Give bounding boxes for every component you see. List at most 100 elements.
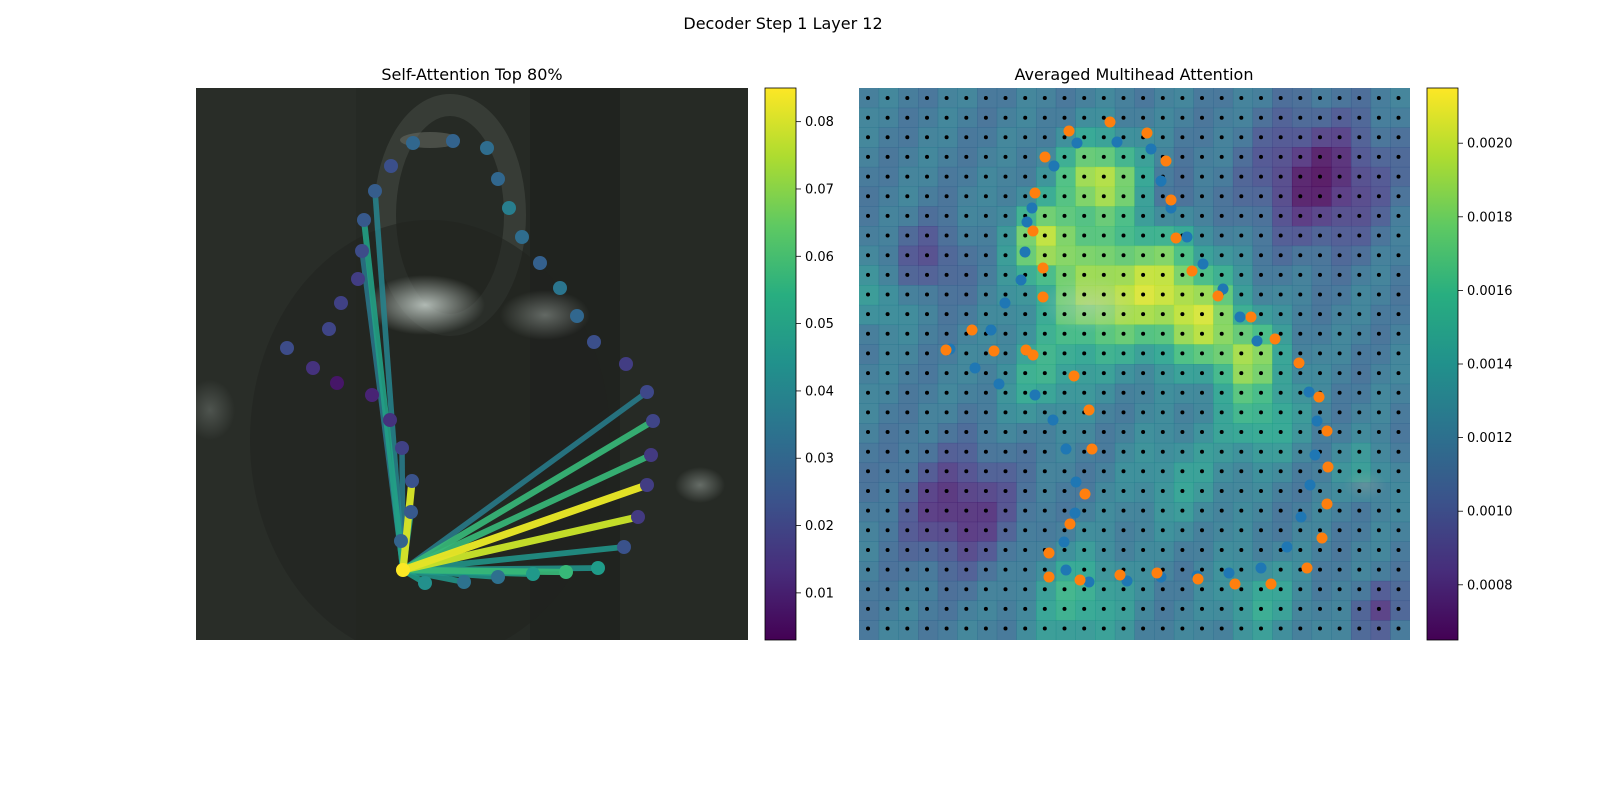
grid-dot (964, 272, 969, 277)
grid-dot (1200, 469, 1204, 474)
grid-dot (1239, 253, 1244, 258)
grid-dot (1101, 430, 1106, 434)
grid-dot (1141, 430, 1146, 434)
grid-dot (1396, 154, 1401, 159)
blue-point (1165, 202, 1177, 214)
grid-dot (866, 194, 870, 199)
grid-dot (1259, 390, 1263, 395)
grid-dot (1082, 331, 1087, 336)
grid-dot (1219, 312, 1224, 317)
grid-dot (1318, 528, 1322, 533)
grid-dot (1003, 489, 1008, 493)
grid-dot (1180, 115, 1185, 120)
keypoint-marker (646, 414, 660, 428)
grid-dot (1082, 390, 1087, 395)
grid-dot (925, 410, 929, 415)
grid-dot (1121, 154, 1126, 159)
grid-dot (1023, 548, 1028, 552)
blue-point (1311, 415, 1323, 427)
grid-dot (1239, 115, 1244, 120)
grid-dot (905, 430, 910, 434)
grid-dot (1376, 292, 1381, 297)
heatmap-cell (1291, 600, 1313, 621)
grid-dot (1200, 351, 1204, 356)
grid-dot (1219, 528, 1224, 533)
grid-dot (1298, 312, 1303, 317)
grid-dot (1003, 292, 1008, 297)
heatmap-cell (1370, 502, 1391, 523)
keypoint-marker (570, 309, 584, 323)
grid-dot (1082, 135, 1087, 140)
heatmap-cell (1390, 304, 1410, 326)
keypoint-marker (480, 141, 494, 155)
grid-dot (1396, 312, 1401, 317)
heatmap-cell (898, 620, 919, 640)
grid-dot (925, 331, 929, 336)
heatmap-cell (859, 620, 880, 640)
grid-dot (1396, 253, 1401, 258)
grid-dot (1357, 135, 1362, 140)
grid-dot (1337, 292, 1342, 297)
grid-dot (1318, 548, 1322, 552)
grid-dot (1259, 430, 1263, 434)
heatmap-cell (1095, 502, 1116, 523)
grid-dot (1121, 548, 1126, 552)
grid-dot (1160, 390, 1165, 395)
grid-dot (925, 548, 929, 552)
heatmap-cell (1036, 502, 1057, 523)
grid-dot (983, 606, 988, 611)
grid-dot (1318, 135, 1322, 140)
grid-dot (1219, 548, 1224, 552)
orange-point (1114, 569, 1126, 581)
grid-dot (1062, 312, 1067, 317)
grid-dot (1003, 351, 1008, 356)
grid-dot (944, 410, 949, 415)
heatmap-cell (1213, 580, 1234, 602)
grid-dot (1278, 469, 1283, 474)
blue-point (969, 362, 981, 374)
heatmap-cell (1272, 482, 1293, 503)
grid-dot (1239, 194, 1244, 199)
grid-dot (905, 449, 910, 454)
grid-dot (1042, 508, 1047, 513)
keypoint-marker (640, 478, 654, 492)
grid-dot (983, 96, 988, 100)
heatmap-cell (1036, 600, 1057, 621)
blue-point (1029, 389, 1041, 401)
heatmap-cell (1173, 620, 1195, 640)
heatmap-cell (859, 600, 880, 621)
grid-dot (905, 567, 910, 572)
heatmap-cell (1232, 521, 1254, 542)
grid-dot (1376, 508, 1381, 513)
grid-dot (1062, 606, 1067, 611)
grid-dot (1376, 213, 1381, 218)
grid-dot (1396, 174, 1401, 179)
grid-dot (983, 410, 988, 415)
grid-dot (1278, 174, 1283, 179)
grid-dot (1278, 351, 1283, 356)
grid-dot (1278, 626, 1283, 631)
grid-dot (1062, 469, 1067, 474)
grid-dot (905, 96, 910, 100)
heatmap-cell (1311, 482, 1332, 503)
attention-edge (402, 544, 625, 573)
grid-dot (1337, 312, 1342, 317)
attention-edge (399, 480, 416, 571)
heatmap-cell (1134, 502, 1155, 523)
grid-dot (1376, 626, 1381, 631)
grid-dot (1337, 626, 1342, 631)
grid-dot (1318, 213, 1322, 218)
grid-dot (1396, 371, 1401, 376)
heatmap-cell (1370, 344, 1391, 365)
grid-dot (1298, 351, 1303, 356)
grid-dot (1062, 390, 1067, 395)
grid-dot (1396, 194, 1401, 199)
grid-dot (1298, 587, 1303, 592)
orange-point (1313, 391, 1325, 403)
blue-point (1304, 479, 1316, 491)
orange-point (1321, 425, 1333, 437)
grid-dot (1376, 548, 1381, 552)
grid-dot (1298, 233, 1303, 238)
heatmap-cell (1154, 462, 1175, 483)
grid-dot (1121, 508, 1126, 513)
